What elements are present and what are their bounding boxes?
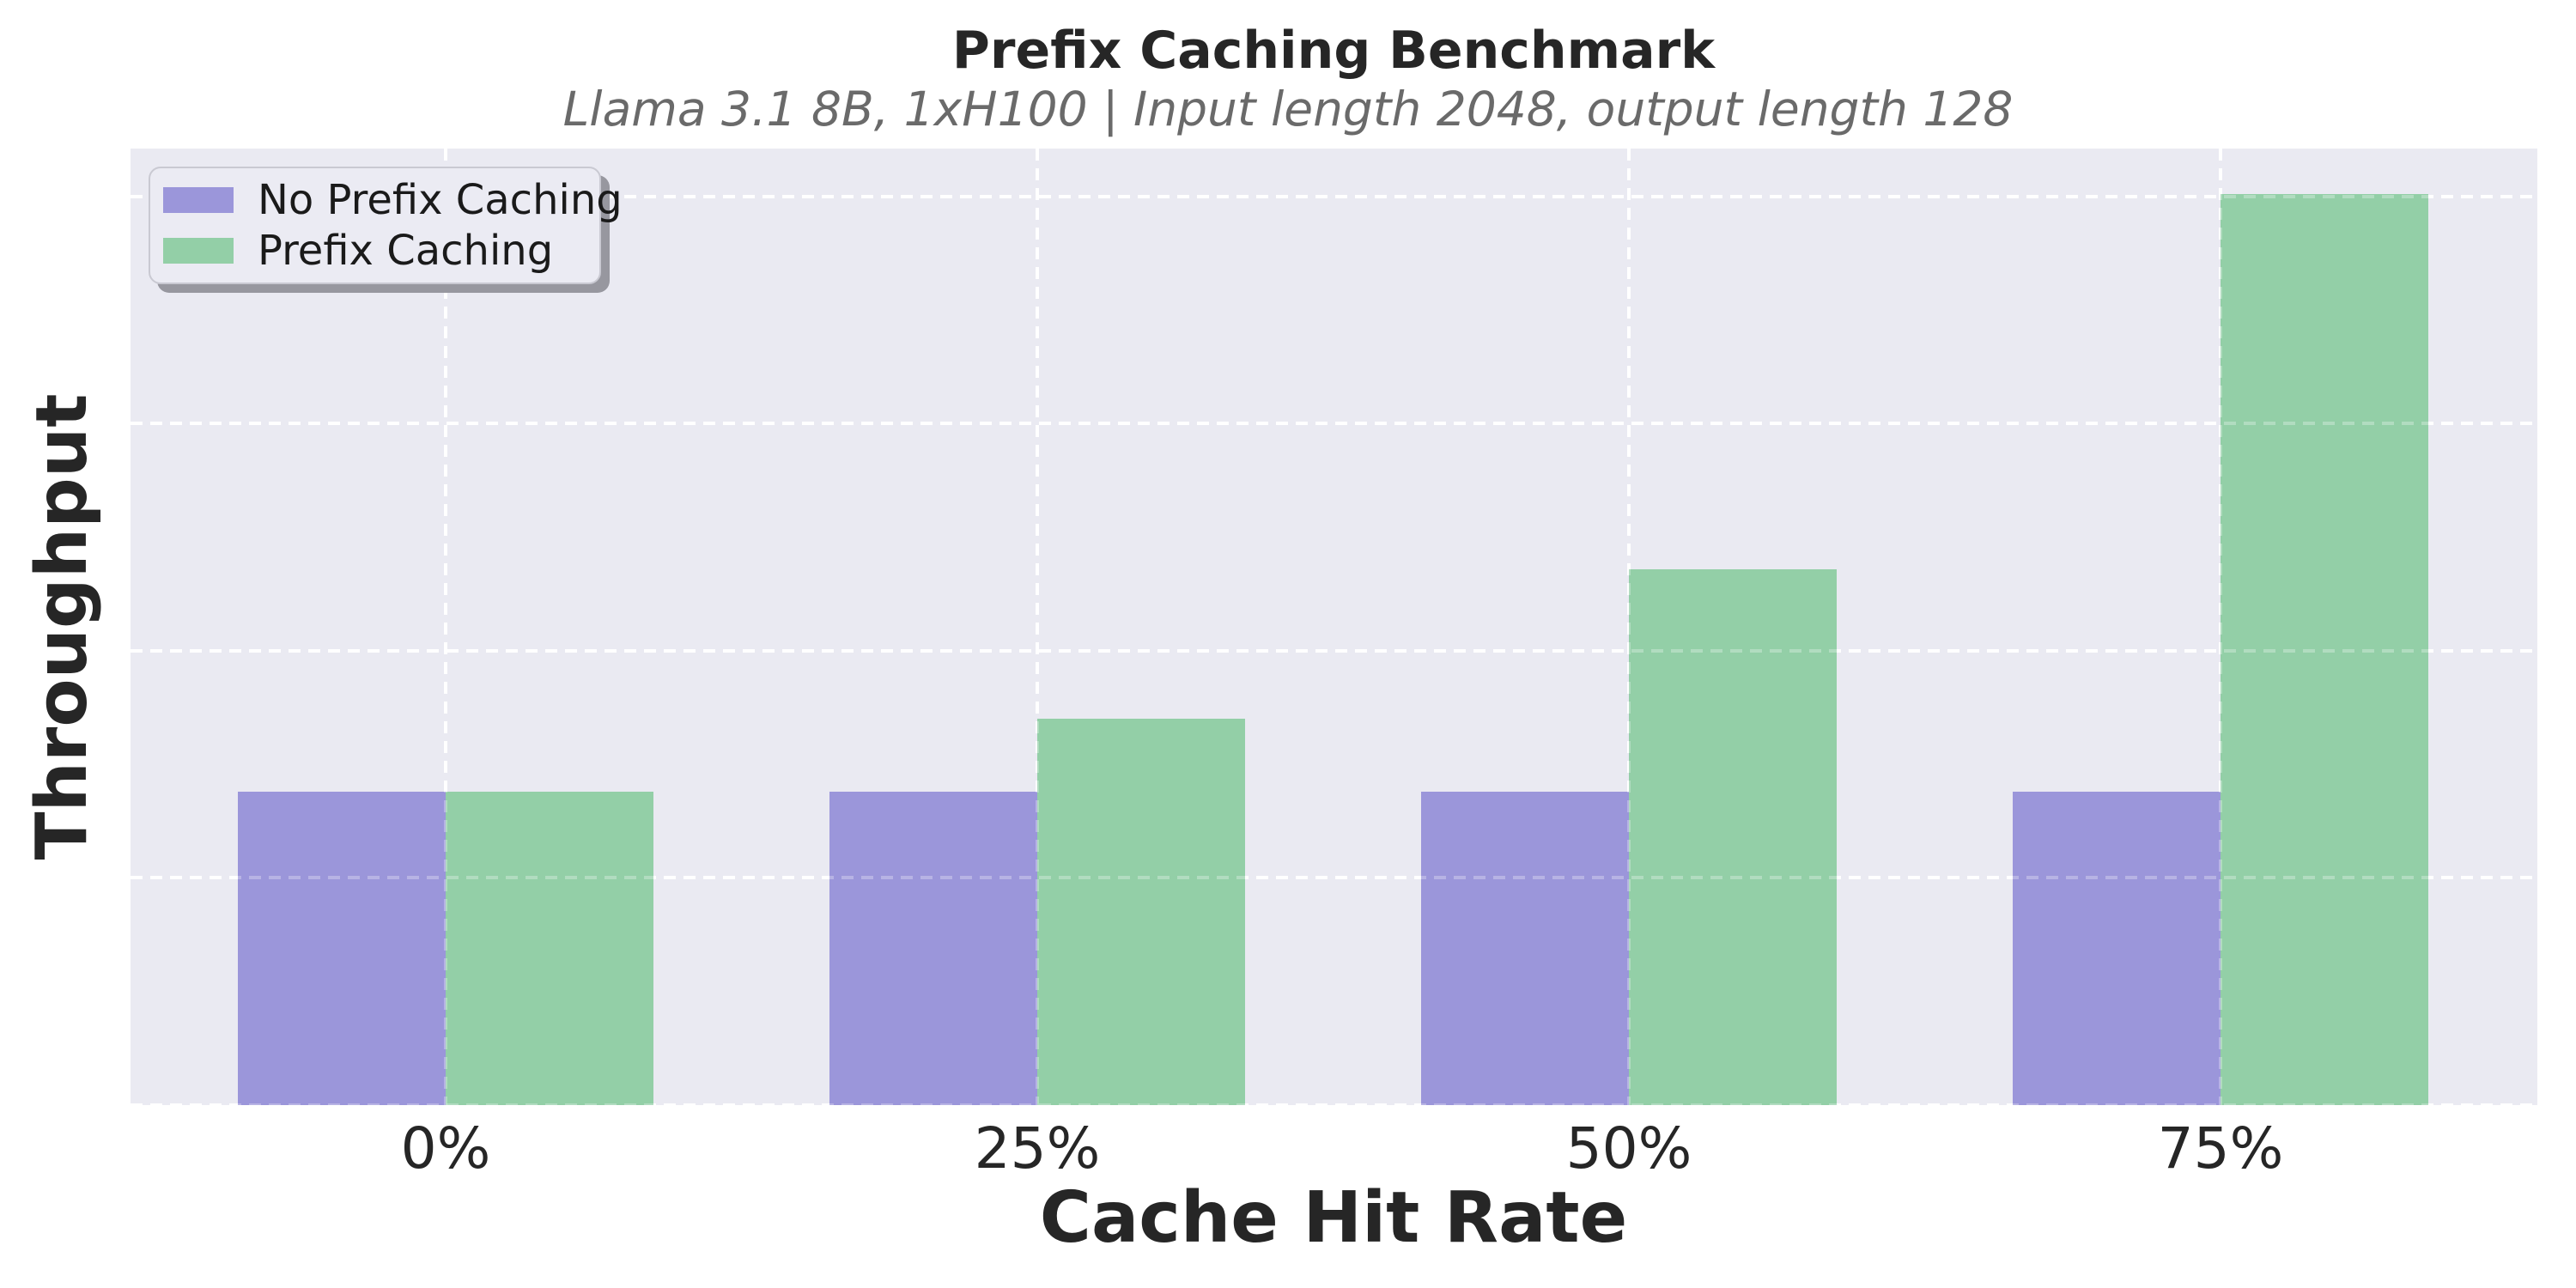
v-gridline-0% <box>443 149 447 1105</box>
y-axis-label: Throughput <box>21 393 103 860</box>
bar-no-prefix-caching-75% <box>2012 791 2221 1105</box>
h-gridline-1 <box>131 876 2537 880</box>
legend-item-no-prefix-caching: No Prefix Caching <box>163 175 623 225</box>
legend-swatch-no-prefix-caching <box>163 186 234 213</box>
x-tick-label-25%: 25% <box>974 1115 1101 1182</box>
h-gridline-3 <box>131 422 2537 426</box>
h-gridline-4 <box>131 194 2537 198</box>
h-gridline-2 <box>131 648 2537 653</box>
x-tick-label-75%: 75% <box>2157 1115 2284 1182</box>
legend: No Prefix Caching Prefix Caching <box>149 167 623 284</box>
legend-swatch-prefix-caching <box>163 238 234 264</box>
legend-label-no-prefix-caching: No Prefix Caching <box>258 175 623 224</box>
bar-prefix-caching-75% <box>2220 193 2428 1105</box>
bar-prefix-caching-25% <box>1037 719 1245 1105</box>
bar-prefix-caching-50% <box>1629 568 1837 1105</box>
x-tick-label-0%: 0% <box>400 1115 491 1182</box>
bar-no-prefix-caching-25% <box>829 791 1037 1105</box>
legend-label-prefix-caching: Prefix Caching <box>258 227 554 276</box>
chart-subtitle: Llama 3.1 8B, 1xH100 | Input length 2048… <box>562 82 2014 137</box>
x-tick-label-50%: 50% <box>1565 1115 1692 1182</box>
legend-item-prefix-caching: Prefix Caching <box>163 227 582 276</box>
bar-no-prefix-caching-0% <box>237 791 446 1105</box>
bar-no-prefix-caching-50% <box>1420 791 1629 1105</box>
plot-area: No Prefix Caching Prefix Caching <box>131 149 2537 1105</box>
chart-title: Prefix Caching Benchmark <box>951 21 1716 81</box>
h-gridline-3 <box>131 422 2537 426</box>
h-gridline-0 <box>131 1103 2537 1105</box>
v-gridline-0% <box>443 149 447 1105</box>
h-gridline-2 <box>131 648 2537 653</box>
gridlines-over-layer <box>131 149 2537 1105</box>
v-gridline-25% <box>1036 149 1039 1105</box>
v-gridline-25% <box>1036 149 1039 1105</box>
x-axis-label: Cache Hit Rate <box>1039 1177 1628 1259</box>
h-gridline-1 <box>131 876 2537 880</box>
v-gridline-50% <box>1627 149 1631 1105</box>
h-gridline-0 <box>131 1103 2537 1105</box>
bars-layer <box>131 149 2537 1105</box>
h-gridline-4 <box>131 194 2537 198</box>
bar-prefix-caching-0% <box>445 791 653 1105</box>
v-gridline-75% <box>2218 149 2222 1105</box>
